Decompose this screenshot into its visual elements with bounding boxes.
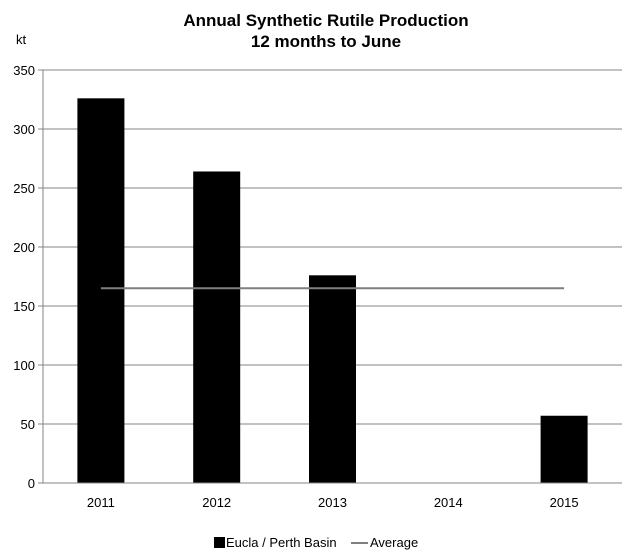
x-tick-label-2013: 2013 <box>318 495 347 510</box>
bar-2012 <box>193 171 241 484</box>
y-tick-label-150: 150 <box>13 299 35 314</box>
y-axis-unit: kt <box>16 32 27 47</box>
y-tick-label-350: 350 <box>13 63 35 78</box>
chart-title-line1: Annual Synthetic Rutile Production <box>183 11 468 30</box>
bar-2013 <box>309 275 356 483</box>
y-tick-labels: 0 50 100 150 200 250 300 350 <box>13 63 35 491</box>
y-tick-label-300: 300 <box>13 122 35 137</box>
x-tick-label-2011: 2011 <box>87 495 115 510</box>
legend-label-average: Average <box>370 535 418 550</box>
bar-2011 <box>77 98 125 483</box>
legend-swatch-eucla <box>214 537 225 548</box>
y-tick-label-100: 100 <box>13 358 35 373</box>
legend: Eucla / Perth Basin Average <box>214 535 418 550</box>
legend-label-eucla: Eucla / Perth Basin <box>226 535 337 550</box>
x-tick-label-2015: 2015 <box>550 495 579 510</box>
y-tick-label-250: 250 <box>13 181 35 196</box>
x-tick-labels: 2011 2012 2013 2014 2015 <box>87 495 579 510</box>
chart-title-line2: 12 months to June <box>251 32 401 51</box>
bar-2015 <box>540 415 588 483</box>
y-tick-label-200: 200 <box>13 240 35 255</box>
y-tick-label-50: 50 <box>21 417 35 432</box>
bars <box>77 98 588 484</box>
y-tick-label-0: 0 <box>28 476 35 491</box>
x-tick-label-2014: 2014 <box>434 495 463 510</box>
x-tick-label-2012: 2012 <box>202 495 231 510</box>
